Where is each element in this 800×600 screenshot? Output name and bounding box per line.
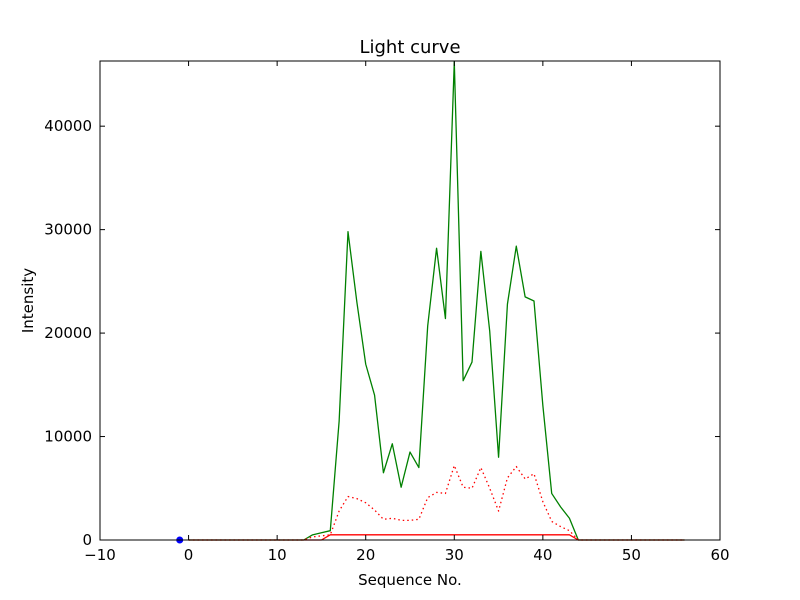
x-tick-label: −10: [84, 546, 116, 564]
y-tick-label: 40000: [44, 117, 92, 135]
plot-frame: [99, 60, 721, 541]
series-line-dotted-1: [188, 464, 685, 541]
x-tick-label: 20: [356, 546, 375, 564]
x-tick-label: 0: [184, 546, 194, 564]
chart-title: Light curve: [359, 37, 460, 58]
y-tick-label: 20000: [44, 324, 92, 342]
x-tick-label: 40: [533, 546, 552, 564]
y-tick-label: 10000: [44, 428, 92, 446]
y-axis-label: Intensity: [19, 268, 37, 333]
x-tick-label: 60: [710, 546, 729, 564]
y-tick-label: 30000: [44, 221, 92, 239]
x-axis-label: Sequence No.: [358, 571, 462, 589]
x-tick-label: 30: [445, 546, 464, 564]
x-tick-label: 50: [622, 546, 641, 564]
x-tick-label: 10: [268, 546, 287, 564]
y-tick-label: 0: [82, 531, 92, 549]
